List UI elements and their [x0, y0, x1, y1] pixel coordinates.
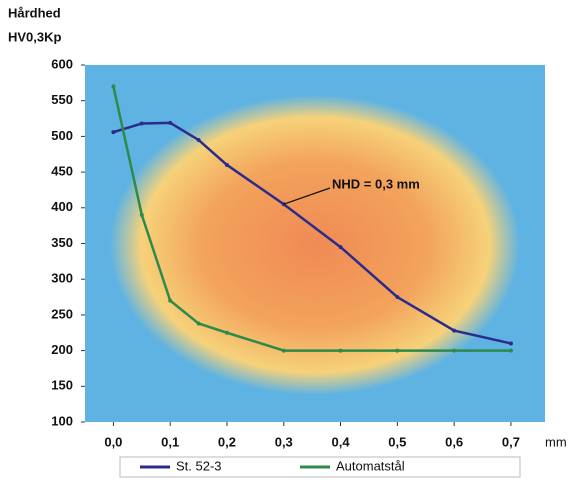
point: [281, 348, 286, 353]
x-tick-label: 0,6: [445, 434, 463, 449]
point: [395, 295, 400, 300]
annotation: NHD = 0,3 mm: [332, 176, 420, 191]
series-line: [112, 86, 511, 352]
y-tick-label: 550: [51, 92, 73, 107]
x-tick-label: 0,2: [218, 434, 236, 449]
x-tick-label: 0,3: [275, 434, 293, 449]
point: [196, 137, 201, 142]
point: [139, 121, 144, 126]
point: [395, 348, 400, 353]
x-tick-label: 0,7: [502, 434, 520, 449]
y-tick-label: 400: [51, 199, 73, 214]
legend-label: Automatstål: [336, 458, 405, 473]
y-axis-title: HV0,3Kp: [8, 29, 62, 44]
point: [224, 162, 229, 167]
y-tick-label: 500: [51, 128, 73, 143]
point: [196, 321, 201, 326]
y-tick-label: 200: [51, 342, 73, 357]
x-tick-label: 0,5: [388, 434, 406, 449]
y-tick-label: 450: [51, 164, 73, 179]
y-tick-label: 300: [51, 271, 73, 286]
point: [508, 341, 513, 346]
point: [111, 130, 116, 135]
point: [111, 84, 116, 89]
heat-image: [110, 95, 520, 395]
x-tick-label: 0,4: [332, 434, 351, 449]
y-tick-label: 350: [51, 235, 73, 250]
y-tick-label: 100: [51, 413, 73, 428]
y-tick-label: 150: [51, 378, 73, 393]
x-axis-title: mm: [545, 434, 567, 449]
point: [452, 348, 457, 353]
legend-label: St. 52-3: [176, 458, 222, 473]
series-line: [113, 121, 512, 345]
point: [508, 348, 513, 353]
point: [168, 298, 173, 303]
point: [224, 330, 229, 335]
point: [139, 212, 144, 217]
x-tick-label: 0,0: [104, 434, 122, 449]
point: [452, 328, 457, 333]
y-axis-title: Hårdhed: [8, 5, 61, 20]
point: [338, 348, 343, 353]
point: [338, 245, 343, 250]
y-tick-label: 250: [51, 306, 73, 321]
point: [168, 120, 173, 125]
x-tick-label: 0,1: [161, 434, 179, 449]
annotation-arrow: [283, 187, 331, 205]
y-tick-label: 600: [51, 56, 73, 71]
